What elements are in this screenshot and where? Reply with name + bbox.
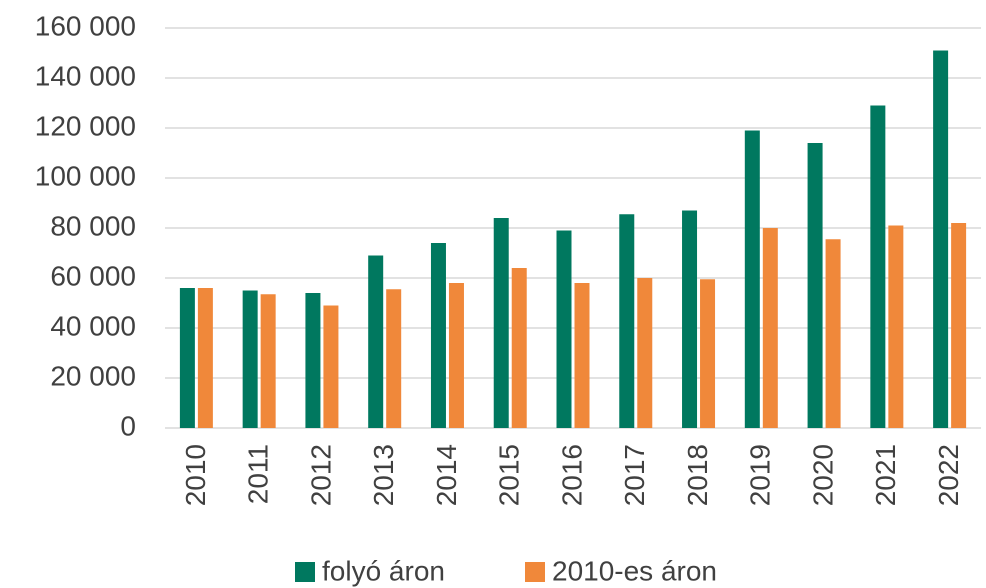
x-tick-label: 2016 [556, 444, 587, 506]
y-tick-label: 140 000 [35, 60, 136, 91]
bar [368, 255, 384, 428]
y-tick-label: 40 000 [50, 310, 136, 341]
bar [888, 225, 904, 428]
y-tick-label: 120 000 [35, 110, 136, 141]
bar [619, 214, 635, 428]
bar [242, 290, 258, 428]
y-tick-label: 80 000 [50, 210, 136, 241]
bar [574, 283, 590, 428]
x-tick-label: 2012 [305, 444, 336, 506]
bar [700, 279, 716, 428]
y-tick-label: 60 000 [50, 260, 136, 291]
bar [260, 294, 276, 428]
y-tick-label: 0 [120, 410, 136, 441]
bar [825, 239, 841, 428]
x-tick-label: 2014 [431, 444, 462, 506]
bar [762, 228, 778, 428]
x-tick-label: 2015 [494, 444, 525, 506]
y-tick-label: 160 000 [35, 10, 136, 41]
bar [744, 130, 760, 428]
legend-swatch [295, 562, 315, 582]
bar [807, 143, 823, 428]
x-tick-label: 2017 [619, 444, 650, 506]
x-tick-label: 2020 [807, 444, 838, 506]
x-tick-label: 2013 [368, 444, 399, 506]
bar [637, 278, 653, 428]
bar [430, 243, 446, 428]
bar [951, 223, 967, 428]
bar [556, 230, 572, 428]
bar [305, 293, 321, 428]
bar [511, 268, 527, 428]
legend-label: folyó áron [322, 555, 445, 586]
bar [682, 210, 698, 428]
x-tick-label: 2022 [933, 444, 964, 506]
bar [933, 50, 949, 428]
bar [448, 283, 464, 428]
bar [386, 289, 402, 428]
x-tick-label: 2010 [180, 444, 211, 506]
y-tick-label: 20 000 [50, 360, 136, 391]
x-tick-label: 2018 [682, 444, 713, 506]
bar [323, 305, 339, 428]
x-tick-label: 2019 [745, 444, 776, 506]
legend-label: 2010-es áron [552, 555, 717, 586]
bar [179, 288, 195, 428]
legend-swatch [525, 562, 545, 582]
x-tick-label: 2011 [243, 444, 274, 504]
bar [197, 288, 213, 428]
y-tick-label: 100 000 [35, 160, 136, 191]
x-tick-label: 2021 [870, 444, 901, 506]
bar [870, 105, 886, 428]
bar [493, 218, 509, 428]
